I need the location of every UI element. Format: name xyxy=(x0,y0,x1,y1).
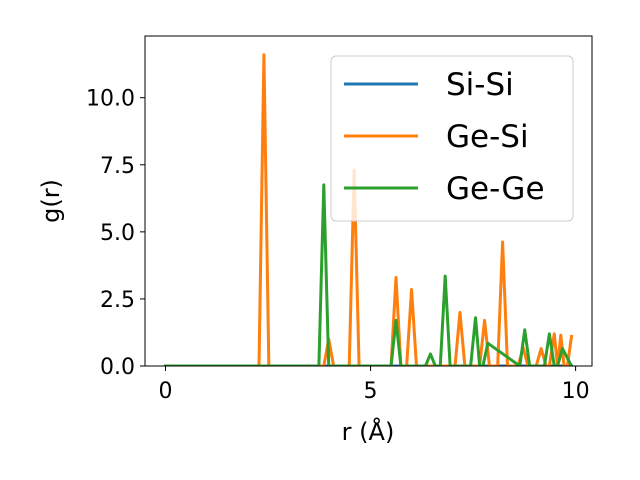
y-tick-label: 0.0 xyxy=(100,355,135,380)
legend: Si-Si Ge-Si Ge-Ge xyxy=(330,55,574,222)
y-axis-label: g(r) xyxy=(37,179,65,223)
x-tick-label: 0 xyxy=(159,379,173,404)
legend-label-ge-ge: Ge-Ge xyxy=(446,171,545,207)
series-group xyxy=(164,53,574,366)
y-tick-label: 2.5 xyxy=(100,288,135,313)
legend-label-si-si: Si-Si xyxy=(446,67,514,103)
legend-label-ge-si: Ge-Si xyxy=(446,119,529,155)
plot-frame xyxy=(144,35,593,367)
x-tick-label: 5 xyxy=(364,379,378,404)
series-line-ge-ge xyxy=(164,183,574,366)
axes-group: 0 5 10 0.0 2.5 5.0 7.5 10.0 xyxy=(86,87,590,404)
x-tick-label: 10 xyxy=(562,379,590,404)
y-tick-label: 7.5 xyxy=(100,154,135,179)
x-axis-label: r (Å) xyxy=(342,417,395,446)
legend-box xyxy=(330,55,574,222)
y-tick-label: 10.0 xyxy=(86,87,135,112)
y-tick-label: 5.0 xyxy=(100,221,135,246)
